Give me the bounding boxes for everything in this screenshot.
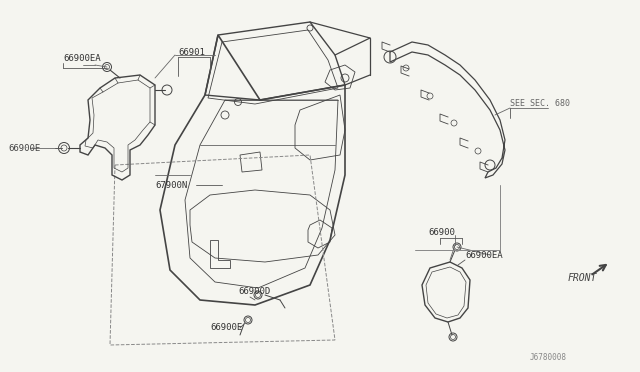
Text: SEE SEC. 680: SEE SEC. 680 — [510, 99, 570, 108]
Text: 67900N: 67900N — [155, 180, 188, 189]
Text: 66900E: 66900E — [8, 144, 40, 153]
Text: 66901: 66901 — [178, 48, 205, 57]
Text: 66900EA: 66900EA — [63, 54, 100, 62]
Text: 66900E: 66900E — [210, 324, 243, 333]
Text: 66900EA: 66900EA — [465, 250, 502, 260]
Text: 66900: 66900 — [428, 228, 455, 237]
Text: J6780008: J6780008 — [530, 353, 567, 362]
Text: 66900D: 66900D — [238, 288, 270, 296]
Text: FRONT: FRONT — [568, 273, 597, 283]
